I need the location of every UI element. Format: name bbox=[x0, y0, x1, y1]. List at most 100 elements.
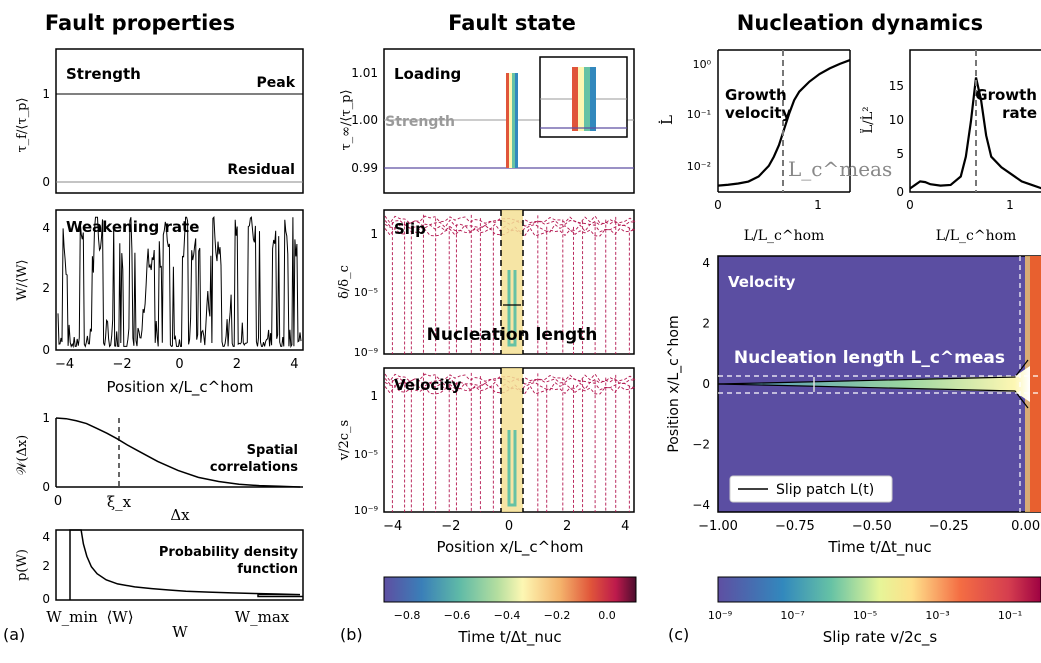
colorbar-time: −0.8 −0.6 −0.4 −0.2 0.0 Time t/Δt_nuc bbox=[383, 576, 637, 647]
xtick: 0 bbox=[54, 494, 62, 509]
strength-panel: Strength Peak Residual 1 0 τ_f/⟨τ_p⟩ bbox=[15, 48, 304, 194]
xtick-label: −2 bbox=[441, 519, 460, 534]
xtick-label: −0.75 bbox=[775, 519, 815, 534]
ytick: 0 bbox=[42, 592, 50, 606]
xtick-label: −2 bbox=[112, 357, 131, 372]
ytick-label: 2 bbox=[702, 317, 710, 331]
ytick: 0 bbox=[896, 185, 904, 199]
velocity-b-title: Velocity bbox=[394, 376, 462, 394]
ytick: 1.01 bbox=[351, 66, 378, 80]
ytick: 10⁻² bbox=[687, 160, 711, 173]
pdf-panel: Probability density function 4 2 0 W_min … bbox=[15, 529, 304, 641]
weakening-xlabel: Position x/L_c^hom bbox=[106, 378, 253, 397]
contour-line bbox=[384, 219, 636, 229]
ytick: 0 bbox=[42, 480, 50, 494]
ytick: 4 bbox=[42, 530, 50, 544]
ytick: 10⁻⁵ bbox=[354, 286, 378, 299]
velocity-b-panel: Velocity 1 10⁻⁵ 10⁻⁹ −4 −2 0 2 4 Position x/… bbox=[337, 367, 636, 557]
contour-line bbox=[384, 381, 636, 391]
ytick: 1 bbox=[370, 227, 378, 241]
legend-slip-patch: Slip patch L(t) bbox=[776, 482, 874, 498]
nucleation-length-annotation: Nucleation length bbox=[427, 325, 598, 345]
xtick-label: 0 bbox=[175, 357, 183, 372]
colorbar-tick: −0.6 bbox=[444, 609, 471, 622]
xtick-wmean: ⟨W⟩ bbox=[106, 608, 133, 626]
ytick: 15 bbox=[889, 79, 904, 93]
growth-rate-series bbox=[909, 77, 1041, 190]
colorbar-time-ticks: −0.8 −0.6 −0.4 −0.2 0.0 bbox=[394, 609, 616, 622]
xtick-label: 0.00 bbox=[1011, 519, 1040, 534]
correlation-title: Spatial correlations bbox=[210, 443, 298, 475]
loading-title: Loading bbox=[394, 65, 461, 83]
ytick-label: −4 bbox=[692, 498, 710, 512]
velocity-heatmap-panel: Velocity Nucleation length L_c^meas Slip… bbox=[666, 255, 1041, 557]
xtick-label: −4 bbox=[55, 357, 74, 372]
growth-velocity-ylabel: L̇ bbox=[658, 115, 676, 125]
colorbar-tick: −0.8 bbox=[394, 609, 421, 622]
velocity-heatmap-ticks: −1.00 −0.75 −0.50 −0.25 0.00 −4 −2 0 2 4 bbox=[692, 256, 1040, 534]
nucleation-length-meas-annotation: Nucleation length L_c^meas bbox=[734, 348, 1005, 368]
pdf-xlabel: W bbox=[172, 623, 188, 641]
colorbar-time-label: Time t/Δt_nuc bbox=[457, 628, 561, 647]
pdf-title: Probability density function bbox=[159, 545, 299, 577]
xtick: 0 bbox=[906, 198, 914, 212]
xtick: 1 bbox=[814, 198, 822, 212]
ytick: 10⁻⁹ bbox=[354, 346, 378, 359]
strength-title: Strength bbox=[66, 65, 141, 83]
weakening-panel: Weakening rate 4 2 0 −4 −2 0 2 4 Position x/… bbox=[15, 209, 304, 397]
xtick: 1 bbox=[1006, 198, 1014, 212]
residual-label: Residual bbox=[227, 162, 295, 178]
loading-panel: Loading Strength 1.01 1.00 0.99 τ_∞/⟨τ_p… bbox=[339, 48, 635, 194]
xtick-wmin: W_min bbox=[46, 608, 98, 626]
xtick-label: 2 bbox=[563, 519, 571, 534]
ytick: 2 bbox=[42, 281, 50, 295]
ytick: 4 bbox=[42, 221, 50, 235]
xtick: 0 bbox=[714, 198, 722, 212]
loading-ylabel: τ_∞/⟨τ_p⟩ bbox=[339, 89, 354, 150]
peak-label: Peak bbox=[256, 75, 295, 91]
velocity-heatmap-ylabel: Position x/L_c^hom bbox=[666, 315, 682, 452]
colorbar-tick: 10⁻³ bbox=[925, 609, 949, 622]
ytick-label: 4 bbox=[702, 256, 710, 270]
panel-letter-c: (c) bbox=[668, 625, 689, 644]
growth-rate-title: Growth rate bbox=[975, 86, 1037, 122]
panel-letter-b: (b) bbox=[340, 625, 363, 644]
header-b: Fault state bbox=[448, 11, 576, 35]
ytick: 10⁻¹ bbox=[687, 108, 711, 121]
colorbar-tick: −0.2 bbox=[544, 609, 571, 622]
growth-rate-ylabel: L̈/L̇² bbox=[860, 107, 876, 134]
lc-meas-label: L_c^meas bbox=[788, 157, 892, 181]
growth-velocity-panel: Growth velocity L_c^meas 10⁰ 10⁻¹ 10⁻² 0 … bbox=[658, 49, 892, 244]
growth-velocity-xlabel: L/L_c^hom bbox=[744, 228, 825, 244]
ytick: 5 bbox=[896, 147, 904, 161]
pdf-series bbox=[69, 529, 303, 600]
growth-velocity-series bbox=[717, 59, 851, 187]
growth-velocity-title: Growth velocity bbox=[725, 86, 792, 122]
colorbar-tick: 10⁻⁵ bbox=[853, 609, 877, 622]
contour-line bbox=[384, 377, 636, 387]
strength-ylabel: τ_f/⟨τ_p⟩ bbox=[15, 97, 30, 152]
ytick: 0 bbox=[42, 343, 50, 357]
colorbar-tick: −0.4 bbox=[494, 609, 521, 622]
velocity-b-ylabel: v/2c_s bbox=[337, 420, 352, 461]
ytick: 10⁻⁵ bbox=[354, 448, 378, 461]
weakening-title: Weakening rate bbox=[66, 218, 199, 236]
ytick-0: 0 bbox=[42, 175, 50, 189]
xtick-label: −0.25 bbox=[929, 519, 969, 534]
correlation-xlabel: Δx bbox=[170, 506, 190, 524]
colorbar-sliprate-ticks: 10⁻⁹ 10⁻⁷ 10⁻⁵ 10⁻³ 10⁻¹ bbox=[708, 609, 1022, 622]
growth-rate-panel: Growth rate 15 10 5 0 0 1 L/L_c^hom L̈/L̇… bbox=[860, 49, 1041, 244]
header-a: Fault properties bbox=[45, 11, 235, 35]
slip-panel: Slip Nucleation length 1 10⁻⁵ 10⁻⁹ δ/δ_c bbox=[337, 209, 636, 359]
contour-line bbox=[384, 223, 636, 233]
velocity-b-xlabel: Position x/L_c^hom bbox=[436, 538, 583, 557]
velocity-heatmap-title: Velocity bbox=[728, 273, 796, 291]
panel-letter-a: (a) bbox=[3, 625, 25, 644]
strength-annotation: Strength bbox=[385, 114, 455, 130]
xtick-label: 4 bbox=[621, 519, 629, 534]
correlation-ylabel: 𝒲(Δx) bbox=[15, 435, 30, 476]
ytick: 1 bbox=[42, 411, 50, 425]
slip-ylabel: δ/δ_c bbox=[337, 265, 352, 299]
ytick: 10⁻⁹ bbox=[354, 504, 378, 517]
